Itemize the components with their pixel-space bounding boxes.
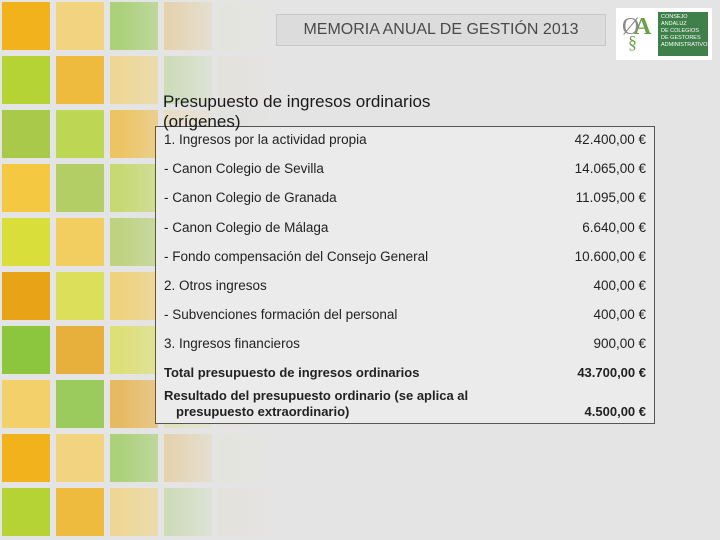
mosaic-tile (56, 272, 104, 320)
mosaic-tile (2, 326, 50, 374)
mosaic-tile (56, 326, 104, 374)
page-title-text: MEMORIA ANUAL DE GESTIÓN 2013 (303, 21, 579, 38)
result-label: Resultado del presupuesto ordinario (se … (164, 388, 504, 420)
row-label: 2. Otros ingresos (164, 277, 267, 293)
budget-table: 1. Ingresos por la actividad propia 42.4… (155, 126, 655, 424)
mosaic-tile (56, 110, 104, 158)
table-row: 2. Otros ingresos 400,00 € (164, 275, 646, 295)
mosaic-tile (56, 2, 104, 50)
row-value: 900,00 € (593, 335, 646, 351)
mosaic-tile (56, 56, 104, 104)
logo-text-line: DE COLEGIOS (661, 28, 699, 34)
total-label: Total presupuesto de ingresos ordinarios (164, 364, 420, 380)
mosaic-tile (2, 434, 50, 482)
row-value: 400,00 € (593, 277, 646, 293)
mosaic-tile (56, 218, 104, 266)
result-row: Resultado del presupuesto ordinario (se … (164, 387, 646, 421)
row-value: 42.400,00 € (574, 131, 646, 147)
table-row: - Canon Colegio de Málaga 6.640,00 € (164, 217, 646, 237)
consejo-logo: Ø A § CONSEJO ANDALUZ DE COLEGIOS DE GESTO… (616, 8, 712, 60)
mosaic-tile (2, 380, 50, 428)
row-value: 11.095,00 € (575, 189, 646, 205)
mosaic-tile (2, 488, 50, 536)
logo-text-line: DE GESTORES (661, 35, 701, 41)
mosaic-tile (2, 272, 50, 320)
row-label: 1. Ingresos por la actividad propia (164, 131, 367, 147)
row-label: - Canon Colegio de Málaga (164, 219, 329, 235)
logo-text-line: ANDALUZ (661, 21, 687, 27)
result-value: 4.500,00 € (584, 403, 646, 419)
table-row: 3. Ingresos financieros 900,00 € (164, 333, 646, 353)
row-label: - Subvenciones formación del personal (164, 306, 398, 322)
table-row: - Subvenciones formación del personal 40… (164, 304, 646, 324)
section-title: Presupuesto de ingresos ordinarios (oríg… (163, 92, 431, 131)
mosaic-tile (2, 2, 50, 50)
mosaic-tile (2, 218, 50, 266)
row-label: - Fondo compensación del Consejo General (164, 248, 429, 264)
result-label-line1: Resultado del presupuesto ordinario (se … (164, 388, 469, 403)
mosaic-tile (2, 164, 50, 212)
row-label: - Canon Colegio de Granada (164, 189, 337, 205)
row-label: 3. Ingresos financieros (164, 335, 300, 351)
row-value: 400,00 € (593, 306, 646, 322)
logo-mark-icon: Ø A § (622, 14, 652, 52)
total-value: 43.700,00 € (577, 364, 646, 380)
mosaic-tile (56, 164, 104, 212)
logo-text-line: ADMINISTRATIVOS (661, 42, 712, 48)
total-row: Total presupuesto de ingresos ordinarios… (164, 362, 646, 382)
table-row: - Canon Colegio de Granada 11.095,00 € (164, 187, 646, 207)
mosaic-tile (2, 56, 50, 104)
mosaic-tile (56, 434, 104, 482)
table-row: 1. Ingresos por la actividad propia 42.4… (164, 129, 646, 149)
result-label-line2: presupuesto extraordinario) (176, 404, 350, 419)
mosaic-tile (56, 380, 104, 428)
row-value: 6.640,00 € (582, 219, 646, 235)
table-row: - Canon Colegio de Sevilla 14.065,00 € (164, 158, 646, 178)
logo-text-block: CONSEJO ANDALUZ DE COLEGIOS DE GESTORES … (658, 12, 712, 56)
table-row: - Fondo compensación del Consejo General… (164, 246, 646, 266)
row-value: 10.600,00 € (574, 248, 646, 264)
row-label: - Canon Colegio de Sevilla (164, 160, 324, 176)
page-title: MEMORIA ANUAL DE GESTIÓN 2013 (276, 14, 606, 46)
row-value: 14.065,00 € (574, 160, 646, 176)
mosaic-tile (56, 488, 104, 536)
logo-text-line: CONSEJO (661, 14, 688, 20)
mosaic-tile (2, 110, 50, 158)
